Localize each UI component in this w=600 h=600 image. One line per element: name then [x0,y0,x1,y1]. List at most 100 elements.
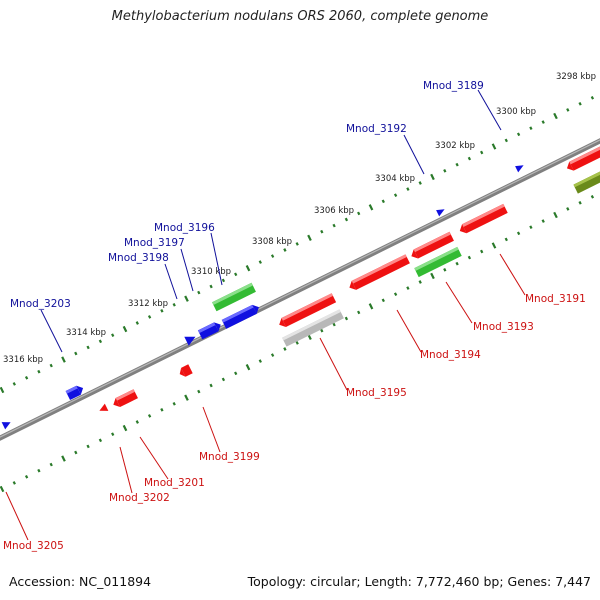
scale-minor-tick [566,207,570,211]
gene-bar-rna[interactable] [414,246,462,278]
scale-major-tick [245,265,251,272]
scale-minor-tick [49,363,53,368]
scale-minor-tick [172,401,176,406]
scale-label-3300: 3300 kbp [496,107,536,117]
gene-arrow-reverse[interactable] [178,364,193,378]
scale-minor-tick [393,292,398,297]
scale-label-3314: 3314 kbp [66,328,106,338]
scale-minor-tick [406,286,410,290]
gene-label-mnod-3192[interactable]: Mnod_3192 [346,123,407,135]
gene-label-mnod-3197[interactable]: Mnod_3197 [124,237,185,249]
gene-label-mnod-3199[interactable]: Mnod_3199 [199,451,260,463]
scale-minor-tick [344,217,349,222]
gene-label-mnod-3189[interactable]: Mnod_3189 [423,80,484,92]
gene-arrow-forward[interactable] [515,163,525,173]
scale-minor-tick [270,254,275,258]
gene-label-mnod-3191[interactable]: Mnod_3191 [525,293,586,305]
scale-minor-tick [283,347,287,351]
genome-summary-text: Topology: circular; Length: 7,772,460 bp… [247,574,591,589]
scale-minor-tick [504,237,508,242]
gene-arrow-reverse[interactable] [98,403,109,415]
scale-minor-tick [467,156,472,161]
scale-major-tick [553,211,558,219]
gene-bar-other[interactable] [573,169,600,194]
scale-label-3316: 3316 kbp [3,355,43,365]
forward-gene-labels: Mnod_3189 Mnod_3192 Mnod_3196 Mnod_3197 … [10,80,484,310]
scale-minor-tick [111,333,115,338]
gene-label-mnod-3203[interactable]: Mnod_3203 [10,298,71,310]
scale-minor-tick [504,138,508,143]
scale-minor-tick [578,101,582,106]
gene-bar-pseudo[interactable] [282,309,344,347]
scale-minor-tick [320,328,324,333]
gene-arrow-forward[interactable] [184,332,197,346]
scale-minor-tick [147,414,152,418]
scale-minor-tick [234,371,238,376]
gene-bar-reverse[interactable] [347,254,410,292]
gene-label-mnod-3198[interactable]: Mnod_3198 [108,252,169,264]
gene-label-mnod-3194[interactable]: Mnod_3194 [420,349,481,361]
scale-minor-tick [270,353,275,357]
gene-bar-forward[interactable] [65,384,86,401]
scale-minor-tick [24,474,29,479]
scale-minor-tick [221,377,226,382]
scale-minor-tick [406,187,410,191]
scale-major-tick [553,112,558,120]
scale-minor-tick [135,420,139,424]
scale-minor-tick [516,231,521,236]
scale-minor-tick [455,162,459,167]
scale-major-tick [430,173,435,181]
scale-minor-tick [480,249,484,254]
gene-arrow-forward[interactable] [436,207,446,217]
gene-bar-reverse[interactable] [277,293,337,329]
gene-bar-forward[interactable] [197,320,223,340]
scale-major-tick [61,455,66,462]
scale-minor-tick [516,132,521,137]
scale-minor-tick [418,181,422,185]
gene-arrow-forward[interactable] [1,419,13,430]
scale-minor-tick [86,345,90,350]
gene-label-mnod-3201[interactable]: Mnod_3201 [144,477,205,489]
gene-label-mnod-3193[interactable]: Mnod_3193 [473,321,534,333]
scale-minor-tick [12,382,16,386]
scale-minor-tick [209,383,213,388]
scale-minor-tick [172,302,176,307]
gene-label-mnod-3202[interactable]: Mnod_3202 [109,492,170,504]
scale-minor-tick [24,375,29,380]
scale-major-tick [122,325,128,333]
accession-text: Accession: NC_011894 [9,574,152,589]
genome-backbone [0,138,600,441]
scale-minor-tick [480,150,484,155]
scale-minor-tick [37,369,41,374]
scale-major-tick [307,234,312,241]
genome-backbone-highlight [0,139,600,438]
gene-label-mnod-3205[interactable]: Mnod_3205 [3,540,64,552]
scale-minor-tick [74,450,78,455]
scale-label-3304: 3304 kbp [375,174,415,184]
scale-minor-tick [578,200,582,205]
gene-bar-forward[interactable] [221,303,261,329]
scale-minor-tick [221,278,226,283]
scale-minor-tick [393,193,398,198]
gene-label-mnod-3195[interactable]: Mnod_3195 [346,387,407,399]
gene-bar-reverse[interactable] [565,145,600,173]
scale-minor-tick [37,468,41,473]
scale-major-tick [368,303,374,310]
gene-bar-rna[interactable] [212,282,256,312]
reverse-strand-genes [98,145,600,415]
scale-minor-tick [443,168,447,173]
scale-major-tick [491,242,497,249]
label-leader-lines [5,89,526,541]
scale-major-tick [122,424,128,432]
scale-minor-tick [320,229,324,234]
scale-minor-tick [258,260,262,264]
scale-minor-tick [541,219,545,223]
gene-bar-reverse[interactable] [458,203,508,236]
scale-label-3306: 3306 kbp [314,206,354,216]
gene-bar-reverse[interactable] [409,231,454,261]
scale-minor-tick [344,316,349,321]
gene-label-mnod-3196[interactable]: Mnod_3196 [154,222,215,234]
scale-major-tick [184,295,189,302]
gene-bar-reverse[interactable] [111,389,138,409]
